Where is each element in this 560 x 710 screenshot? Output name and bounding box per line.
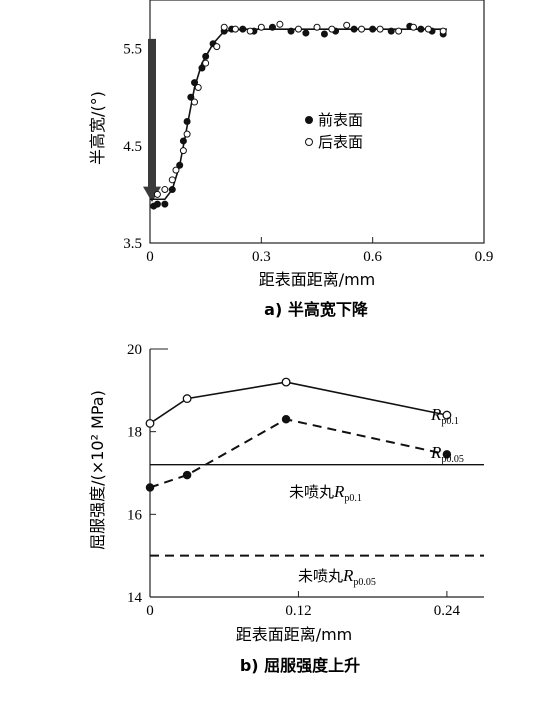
chart-a-point-back — [395, 27, 403, 35]
chart-b-point-rp005 — [145, 483, 155, 492]
chart-a-point-back — [294, 25, 302, 33]
chart-a-point-back — [194, 83, 202, 91]
chart-b-y-tick-label: 20 — [127, 342, 142, 358]
chart-b-point-rp01 — [182, 394, 192, 404]
chart-a-point-front — [183, 118, 191, 125]
chart-a-point-back — [168, 176, 176, 184]
chart-b-point-rp005 — [442, 450, 452, 459]
chart-b-x-tick-label: 0 — [146, 603, 154, 619]
chart-a-point-back — [439, 27, 447, 35]
chart-b-x-tick-label: 0.12 — [285, 603, 311, 619]
chart-a-point-front — [198, 64, 206, 72]
chart-b-reference-label-rp005: 未喷丸Rp0.05 — [298, 566, 376, 588]
chart-a-point-front — [202, 52, 210, 60]
chart-a-y-axis-label: 半高宽/(°) — [88, 91, 107, 165]
chart-b-y-axis-label: 屈服强度/(×10² MPa) — [88, 390, 107, 550]
chart-a-point-back — [183, 130, 191, 138]
chart-a-point-back — [202, 59, 210, 67]
chart-a-y-tick-label: 5.5 — [123, 42, 142, 58]
chart-a-x-tick-label: 0.3 — [252, 249, 271, 265]
chart-a-legend-label: 后表面 — [318, 133, 363, 151]
chart-b-series-label-rp005: Rp0.05 — [430, 443, 464, 465]
chart-a-point-back — [172, 166, 180, 174]
chart-a-point-front — [187, 93, 195, 101]
chart-a-y-tick-label: 4.5 — [123, 139, 142, 155]
chart-a-point-front — [287, 27, 295, 35]
chart-b-x-tick-label: 0.24 — [434, 603, 461, 619]
chart-b-point-rp01 — [281, 377, 291, 387]
chart-a-point-back — [313, 23, 321, 31]
chart-b-y-tick-label: 18 — [127, 425, 142, 441]
chart-a-point-back — [424, 25, 432, 33]
chart-a-legend-label: 前表面 — [318, 111, 363, 129]
chart-a-point-front — [320, 30, 328, 38]
chart-a-legend-marker — [305, 116, 313, 124]
chart-a-point-front — [350, 25, 358, 33]
chart-a-point-back — [343, 21, 351, 29]
chart-b-point-rp01 — [442, 410, 452, 420]
chart-b-x-axis-label: 距表面距离/mm — [236, 625, 353, 644]
chart-a-point-back — [161, 186, 169, 194]
chart-a-point-back — [328, 25, 336, 33]
chart-b-caption: b) 屈服强度上升 — [240, 656, 360, 675]
chart-b-y-tick-label: 16 — [127, 507, 143, 523]
chart-a-point-front — [168, 186, 176, 194]
chart-a-point-back — [179, 147, 187, 155]
chart-a-point-front — [179, 137, 187, 145]
chart-a-point-front — [268, 23, 276, 31]
chart-a-frame — [149, 0, 485, 244]
chart-a-point-front — [302, 29, 310, 37]
chart-a-point-back — [231, 25, 239, 33]
chart-b-reference-label-rp01: 未喷丸Rp0.1 — [289, 482, 362, 504]
chart-a-x-axis-label: 距表面距离/mm — [259, 270, 376, 289]
chart-a-arrow-head — [143, 186, 161, 203]
chart-a-arrow-shaft — [148, 38, 156, 190]
chart-a-point-front — [191, 79, 199, 87]
chart-a-y-tick-label: 3.5 — [123, 236, 142, 252]
chart-a-x-tick-label: 0 — [146, 249, 154, 265]
chart-a-point-back — [276, 20, 284, 28]
chart-a-point-front — [153, 200, 161, 208]
chart-a-point-back — [376, 25, 384, 33]
chart-a-point-back — [191, 98, 199, 106]
chart-a-point-front — [369, 25, 377, 33]
chart-a-point-back — [213, 43, 221, 51]
chart-a-point-back — [257, 23, 265, 31]
chart-a-point-back — [153, 190, 161, 198]
chart-a-point-front — [387, 27, 395, 35]
chart-a-x-tick-label: 0.6 — [363, 249, 382, 265]
chart-a-point-back — [409, 23, 417, 31]
chart-a-x-tick-label: 0.9 — [475, 249, 494, 265]
chart-b-point-rp005 — [182, 470, 192, 480]
chart-a-point-back — [358, 25, 366, 33]
chart-b-point-rp005 — [281, 415, 291, 424]
chart-b-series-line-rp01 — [149, 381, 448, 425]
chart-a-point-front — [239, 25, 247, 33]
chart-a-trend-line — [150, 28, 447, 201]
chart-a-point-front — [176, 161, 184, 169]
chart-a-point-back — [220, 23, 228, 31]
chart-a-caption: a) 半高宽下降 — [264, 300, 369, 319]
chart-b-point-rp01 — [145, 418, 155, 428]
chart-a-legend-marker — [305, 138, 313, 146]
chart-b-y-tick-label: 14 — [127, 590, 143, 606]
chart-b-series-label-rp01: Rp0.1 — [430, 405, 459, 427]
chart-a-point-front — [161, 200, 169, 208]
chart-b-series-line-rp005 — [149, 418, 448, 489]
chart-a-point-back — [246, 27, 254, 35]
chart-a-point-front — [417, 25, 425, 33]
